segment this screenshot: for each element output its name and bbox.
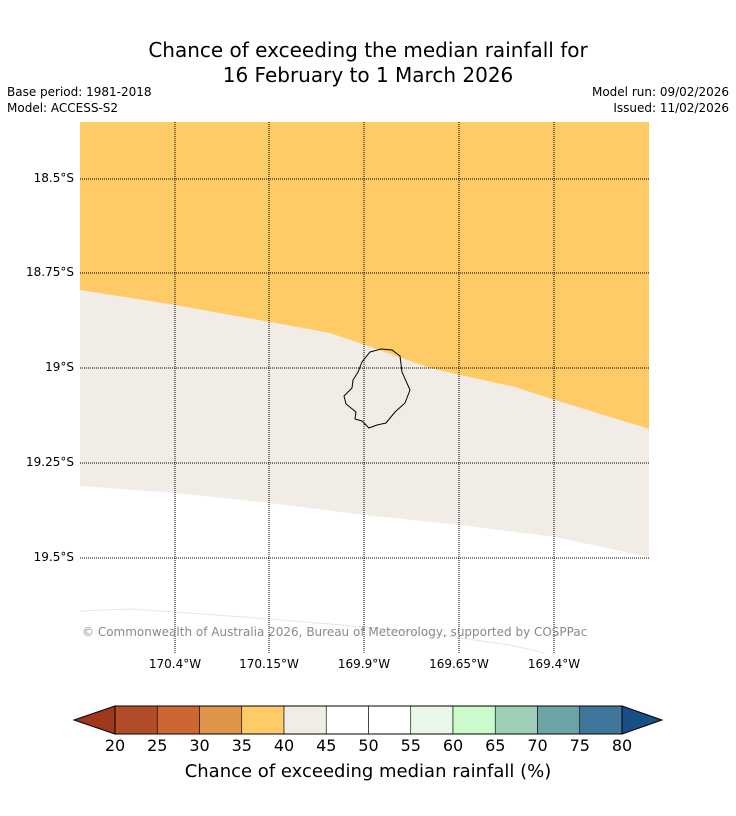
lat-label-18-5: 18.5°S [33, 171, 74, 185]
lon-label-169-65: 169.65°W [429, 657, 489, 671]
colorbar-frame [114, 705, 623, 735]
lat-label-19-5: 19.5°S [33, 550, 74, 564]
map-plot [80, 122, 649, 653]
title-line-2: 16 February to 1 March 2026 [222, 63, 514, 87]
issued-date: Issued: 11/02/2026 [613, 101, 729, 115]
colorbar-tick-75: 75 [569, 736, 590, 755]
meta-left: Base period: 1981-2018 Model: ACCESS-S2 [7, 84, 152, 116]
colorbar-tick-40: 40 [273, 736, 295, 755]
graticule [80, 122, 649, 653]
lon-label-169-4: 169.4°W [527, 657, 581, 671]
lat-label-19-25: 19.25°S [26, 455, 74, 469]
colorbar-segment-70-75 [537, 705, 581, 735]
colorbar-extend-high [621, 705, 664, 735]
colorbar-segment-40-45 [283, 705, 327, 735]
lat-label-18-75: 18.75°S [26, 265, 74, 279]
base-period: Base period: 1981-2018 [7, 85, 152, 99]
island-outline [343, 348, 411, 429]
colorbar-segment-20-25 [114, 705, 158, 735]
chart-title: Chance of exceeding the median rainfall … [0, 38, 736, 88]
colorbar-label: Chance of exceeding median rainfall (%) [184, 761, 552, 782]
colorbar-tick-35: 35 [231, 736, 252, 755]
title-line-1: Chance of exceeding the median rainfall … [148, 38, 588, 62]
colorbar-tick-55: 55 [400, 736, 421, 755]
lon-label-170-4: 170.4°W [148, 657, 202, 671]
colorbar-tick-60: 60 [442, 736, 464, 755]
colorbar-tick-80: 80 [611, 736, 633, 755]
lon-label-169-9: 169.9°W [337, 657, 391, 671]
colorbar-tick-70: 70 [527, 736, 548, 755]
colorbar-segment-35-40 [241, 705, 285, 735]
contour-line [80, 608, 546, 653]
colorbar-tick-50: 50 [358, 736, 379, 755]
lon-label-170-15: 170.15°W [239, 657, 299, 671]
colorbar-segment-75-80 [579, 705, 623, 735]
colorbar-segment-50-55 [368, 705, 412, 735]
colorbar-segment-65-70 [494, 705, 538, 735]
colorbar-tick-30: 30 [189, 736, 210, 755]
colorbar-tick-45: 45 [316, 736, 337, 755]
colorbar-tick-20: 20 [104, 736, 126, 755]
colorbar-segments [72, 705, 664, 735]
colorbar-tick-25: 25 [147, 736, 168, 755]
lat-label-19: 19°S [45, 360, 74, 374]
model-name: Model: ACCESS-S2 [7, 101, 119, 115]
colorbar-segment-55-60 [410, 705, 454, 735]
region-35-40 [80, 122, 649, 429]
colorbar-segment-30-35 [199, 705, 243, 735]
meta-right: Model run: 09/02/2026 Issued: 11/02/2026 [592, 84, 729, 116]
copyright-notice: © Commonwealth of Australia 2026, Bureau… [82, 625, 588, 639]
colorbar-extend-low [72, 705, 116, 735]
model-run: Model run: 09/02/2026 [591, 85, 729, 99]
colorbar-segment-25-30 [156, 705, 200, 735]
colorbar-segment-60-65 [452, 705, 496, 735]
colorbar-segment-45-50 [325, 705, 369, 735]
colorbar-tick-65: 65 [485, 736, 506, 755]
